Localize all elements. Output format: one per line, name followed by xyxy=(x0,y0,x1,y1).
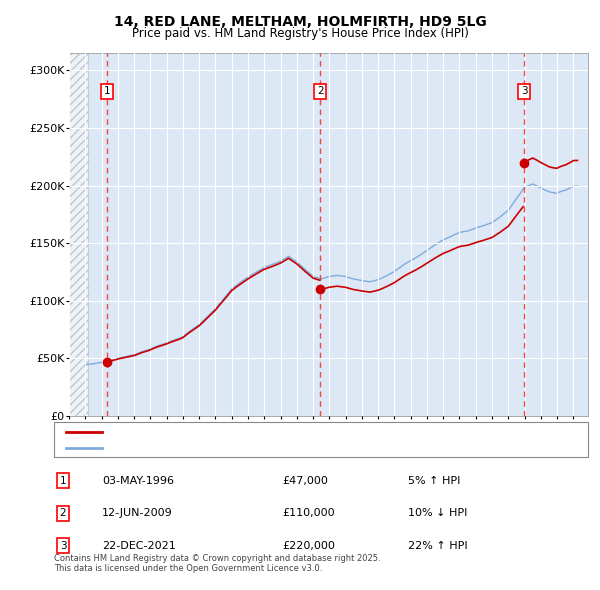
Text: £220,000: £220,000 xyxy=(282,541,335,550)
Text: 3: 3 xyxy=(59,541,67,550)
Text: 5% ↑ HPI: 5% ↑ HPI xyxy=(408,476,460,486)
Text: 3: 3 xyxy=(521,86,527,96)
Text: 14, RED LANE, MELTHAM, HOLMFIRTH, HD9 5LG: 14, RED LANE, MELTHAM, HOLMFIRTH, HD9 5L… xyxy=(113,15,487,29)
Text: Contains HM Land Registry data © Crown copyright and database right 2025.
This d: Contains HM Land Registry data © Crown c… xyxy=(54,554,380,573)
Text: 10% ↓ HPI: 10% ↓ HPI xyxy=(408,509,467,518)
Text: 1: 1 xyxy=(59,476,67,486)
Text: 12-JUN-2009: 12-JUN-2009 xyxy=(102,509,173,518)
Text: 03-MAY-1996: 03-MAY-1996 xyxy=(102,476,174,486)
Text: 2: 2 xyxy=(317,86,323,96)
Text: 22% ↑ HPI: 22% ↑ HPI xyxy=(408,541,467,550)
Text: Price paid vs. HM Land Registry's House Price Index (HPI): Price paid vs. HM Land Registry's House … xyxy=(131,27,469,40)
Bar xyxy=(69,53,88,416)
Text: HPI: Average price, semi-detached house, Kirklees: HPI: Average price, semi-detached house,… xyxy=(108,444,359,453)
Text: £110,000: £110,000 xyxy=(282,509,335,518)
Text: £47,000: £47,000 xyxy=(282,476,328,486)
Text: 2: 2 xyxy=(59,509,67,518)
Text: 14, RED LANE, MELTHAM, HOLMFIRTH, HD9 5LG (semi-detached house): 14, RED LANE, MELTHAM, HOLMFIRTH, HD9 5L… xyxy=(108,427,464,437)
Text: 1: 1 xyxy=(104,86,110,96)
Text: 22-DEC-2021: 22-DEC-2021 xyxy=(102,541,176,550)
